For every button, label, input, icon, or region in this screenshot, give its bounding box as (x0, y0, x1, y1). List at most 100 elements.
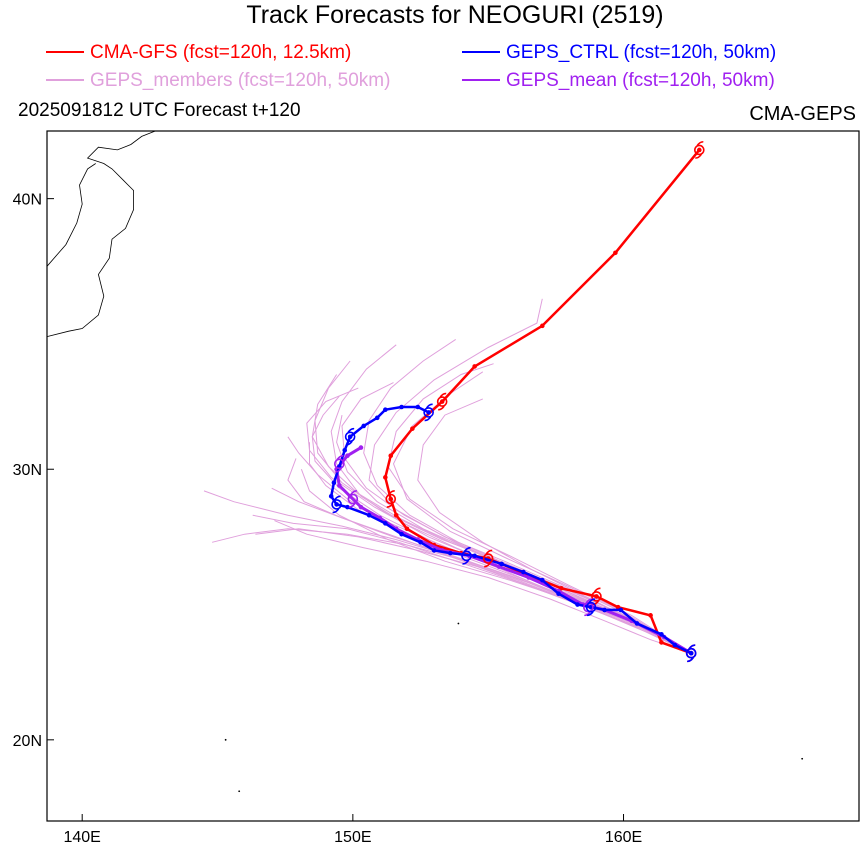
geps-ctrl-point-19 (345, 504, 350, 510)
geps-ctrl-point-2 (659, 631, 664, 637)
geps-ctrl-point-13 (447, 550, 453, 556)
legend-label-cma-gfs: CMA-GFS (fcst=120h, 12.5km) (90, 42, 352, 63)
geps-ctrl-point-17 (383, 521, 388, 526)
geps-ctrl-point-12 (472, 553, 477, 559)
geps-ctrl-point-27 (374, 415, 380, 421)
geps-ctrl-track (329, 405, 692, 655)
geps-ctrl-point-20 (334, 502, 339, 507)
member-track-20 (341, 382, 692, 654)
member-track-16 (271, 487, 692, 654)
forecast-subtitle: 2025091812 UTC Forecast t+120 (18, 100, 301, 121)
x-tick-label-0: 140E (63, 829, 100, 846)
cma-gfs-typhoon-symbol-1 (591, 587, 602, 606)
ticks-layer: 140E 150E 160E 20N 30N 40N (13, 192, 643, 846)
member-track-7 (387, 363, 692, 654)
member-track-5 (252, 514, 692, 654)
geps-ctrl-point-25 (347, 434, 353, 440)
legend-label-geps-ctrl: GEPS_CTRL (fcst=120h, 50km) (506, 42, 777, 63)
geps-ctrl-typhoon-symbol-3 (331, 495, 342, 514)
member-track-15 (363, 338, 692, 654)
member-track-6 (368, 298, 692, 654)
y-tick-label-0: 20N (13, 733, 42, 750)
legend-swatch-geps-ctrl (462, 50, 500, 53)
legend-swatch-cma-gfs (46, 50, 84, 53)
cma-gfs-typhoon-symbol-4 (436, 392, 448, 411)
geps-ctrl-typhoon-symbol-2 (461, 546, 472, 565)
member-track-9 (211, 528, 692, 654)
geps-ctrl-point-8 (556, 591, 561, 597)
geps-ctrl-point-29 (399, 404, 404, 410)
symbols-layer (331, 141, 705, 663)
legend-item-cma-gfs: CMA-GFS (fcst=120h, 12.5km) (46, 42, 351, 64)
x-tick-label-1: 150E (334, 829, 371, 846)
land-layer (46, 130, 804, 793)
geps-ctrl-point-24 (342, 447, 348, 453)
cma-gfs-point-11 (393, 512, 399, 518)
geps-ctrl-point-22 (331, 480, 337, 486)
island-2 (238, 790, 241, 793)
cma-gfs-typhoon-symbol-3 (385, 490, 397, 508)
island-3 (801, 757, 804, 760)
geps-ctrl-point-28 (383, 407, 388, 413)
member-track-1 (311, 395, 692, 654)
geps-mean-typhoon-symbol-3 (347, 490, 359, 508)
cma-gfs-point-15 (410, 426, 415, 431)
geps-ctrl-point-9 (540, 577, 545, 583)
legend-item-geps-ctrl: GEPS_CTRL (fcst=120h, 50km) (462, 42, 776, 64)
geps-ctrl-point-10 (521, 569, 526, 575)
geps-ctrl-point-1 (672, 642, 678, 648)
geps-mean-typhoon-symbol-4 (334, 454, 345, 473)
geps-mean-point-17 (345, 453, 350, 459)
island-1 (224, 738, 227, 741)
coastline-west (46, 163, 96, 267)
geps-ctrl-point-16 (399, 531, 404, 537)
cma-gfs-point-4 (594, 594, 599, 599)
coastline-east (46, 130, 156, 337)
cma-gfs-point-18 (540, 323, 545, 329)
cma-gfs-point-1 (659, 640, 664, 645)
x-tick-label-2: 160E (605, 829, 642, 846)
geps-ctrl-point-5 (602, 607, 607, 613)
geps-mean-point-13 (358, 504, 364, 510)
geps-ctrl-typhoon-symbol-5 (423, 403, 434, 422)
legend-label-geps-members: GEPS_members (fcst=120h, 50km) (90, 70, 391, 91)
member-track-18 (314, 360, 692, 654)
cma-gfs-point-12 (388, 496, 394, 502)
geps-ctrl-point-3 (634, 621, 640, 626)
member-track-11 (392, 371, 692, 654)
legend-item-geps-mean: GEPS_mean (fcst=120h, 50km) (462, 70, 775, 92)
cma-gfs-point-14 (388, 453, 394, 459)
y-tick-label-1: 30N (13, 462, 42, 479)
geps-ctrl-point-15 (418, 539, 423, 545)
y-tick-label-2: 40N (13, 192, 42, 209)
geps-ctrl-point-18 (366, 512, 372, 518)
geps-ctrl-point-14 (431, 548, 437, 553)
geps-ctrl-typhoon-symbol-1 (585, 598, 597, 617)
geps-ctrl-point-21 (328, 493, 334, 499)
geps-ctrl-point-30 (415, 404, 421, 410)
cma-gfs-point-16 (439, 399, 445, 404)
member-track-13 (255, 528, 692, 654)
cma-gfs-point-10 (404, 526, 410, 532)
legend-swatch-geps-mean (462, 78, 500, 81)
chart-title: Track Forecasts for NEOGURI (2519) (246, 1, 664, 29)
model-label: CMA-GEPS (749, 103, 856, 125)
geps-ctrl-typhoon-symbol-4 (344, 427, 356, 446)
geps-ctrl-point-4 (618, 607, 624, 613)
tracks-layer (328, 147, 702, 656)
map-frame (46, 130, 860, 822)
geps-mean-point-15 (337, 483, 342, 488)
cma-gfs-point-19 (613, 250, 618, 256)
geps-mean-point-6 (526, 575, 532, 580)
cma-gfs-point-17 (472, 364, 477, 369)
geps-ctrl-point-31 (426, 410, 431, 415)
geps-ctrl-point-7 (575, 602, 580, 607)
island-0 (457, 622, 460, 625)
cma-gfs-point-2 (648, 613, 653, 618)
legend-label-geps-mean: GEPS_mean (fcst=120h, 50km) (506, 70, 775, 91)
member-track-4 (203, 490, 692, 654)
geps-mean-point-18 (358, 445, 364, 450)
cma-gfs-typhoon-symbol-2 (482, 549, 494, 568)
cma-gfs-point-13 (383, 475, 388, 480)
